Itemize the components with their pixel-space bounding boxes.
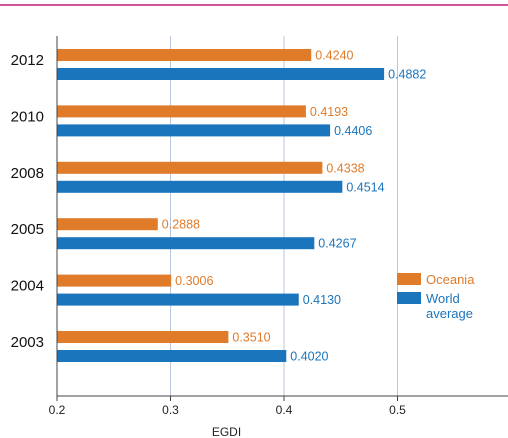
x-tick-label-0.3: 0.3 [162,403,179,417]
category-label-2010: 2010 [11,108,44,125]
bar-oceania-2004 [57,274,172,287]
bar-world-2010 [57,124,331,137]
x-tick-label-0.2: 0.2 [49,403,66,417]
legend-swatch-oceania [397,273,421,285]
value-label-world-2012: 0.4882 [388,68,426,82]
x-axis-title: EGDI [212,425,241,438]
bar-oceania-2003 [57,331,229,343]
legend-label-oceania: Oceania [426,272,475,287]
bar-oceania-2005 [57,218,158,231]
value-label-oceania-2012: 0.4240 [315,49,353,63]
value-label-oceania-2010: 0.4193 [310,105,348,119]
category-label-2012: 2012 [11,52,44,69]
legend-label-world-line-2: average [426,306,473,321]
bar-world-2003 [57,350,287,362]
value-label-world-2004: 0.4130 [303,293,341,307]
bar-oceania-2010 [57,105,306,118]
bar-world-2012 [57,68,385,80]
legend-swatch-world [397,292,421,304]
value-label-world-2005: 0.4267 [318,237,356,251]
bar-world-2005 [57,237,315,250]
bar-world-2004 [57,293,299,306]
category-label-2008: 2008 [11,165,44,182]
bar-oceania-2012 [57,49,312,61]
value-label-oceania-2005: 0.2888 [162,218,200,232]
value-label-world-2008: 0.4514 [346,180,384,194]
value-label-world-2003: 0.4020 [290,350,328,364]
value-label-oceania-2004: 0.3006 [175,274,213,288]
bar-oceania-2008 [57,161,323,174]
value-label-oceania-2008: 0.4338 [326,161,364,175]
legend-label-world-line-1: World [426,291,460,306]
category-label-2003: 2003 [11,334,44,351]
bars-layer [57,49,385,362]
labels-layer: 2012 0.4240 0.4882 2010 0.4193 0.4406 2008 0.43… [11,49,427,364]
x-tick-label-0.4: 0.4 [276,403,293,417]
value-label-world-2010: 0.4406 [334,124,372,138]
value-label-oceania-2003: 0.3510 [232,331,270,345]
category-label-2005: 2005 [11,221,44,238]
bar-world-2008 [57,180,343,193]
x-tick-label-0.5: 0.5 [389,403,406,417]
category-label-2004: 2004 [11,278,44,295]
axis-layer: 0.2 0.3 0.4 0.5 EGDI [49,36,508,438]
